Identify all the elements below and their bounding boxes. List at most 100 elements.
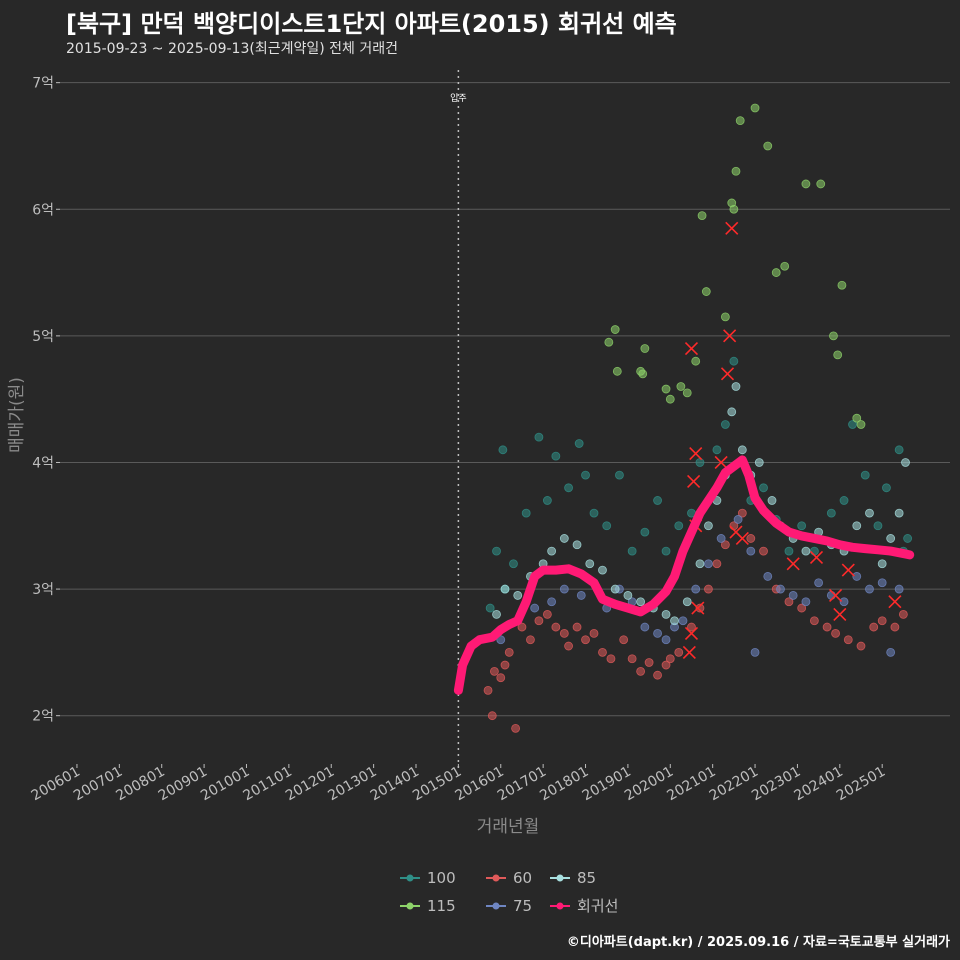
point-60: [665, 654, 675, 664]
chart-title: [북구] 만덕 백양디이스트1단지 아파트(2015) 회귀선 예측: [66, 10, 677, 38]
legend-key-dot: [406, 874, 414, 882]
point-85: [500, 584, 510, 594]
point-115: [665, 394, 675, 404]
point-60: [797, 603, 807, 613]
deal-marker: [682, 645, 696, 659]
point-60: [661, 660, 671, 670]
point-60: [581, 635, 590, 645]
point-85: [737, 445, 747, 455]
legend-key-dot: [492, 902, 500, 910]
deal-marker-stroke: [714, 455, 728, 470]
point-85: [585, 559, 595, 569]
deal-marker: [691, 601, 705, 615]
point-115: [816, 179, 826, 189]
point-115: [837, 280, 847, 290]
point-60: [511, 723, 520, 733]
deal-marker: [735, 531, 749, 546]
move-in-marker: 입주: [450, 70, 467, 770]
point-115: [735, 116, 745, 126]
deal-marker: [720, 367, 735, 381]
point-85: [801, 546, 811, 556]
point-85: [894, 508, 904, 518]
point-60: [831, 628, 840, 638]
legend-label: 100: [427, 869, 456, 887]
point-75: [852, 572, 862, 581]
point-75: [704, 559, 713, 569]
point-75: [776, 584, 785, 594]
point-60: [572, 622, 582, 632]
point-60: [746, 534, 756, 543]
point-85: [704, 521, 713, 531]
point-60: [809, 616, 819, 626]
point-60: [856, 641, 866, 651]
y-tick-label: 7억: [32, 76, 54, 92]
deal-marker: [723, 329, 737, 343]
deal-marker: [833, 607, 847, 621]
deal-marker-stroke: [723, 329, 737, 343]
point-75: [839, 597, 849, 607]
point-60: [822, 622, 832, 632]
deal-marker: [689, 447, 703, 461]
point-85: [636, 597, 646, 607]
point-60: [674, 647, 684, 657]
point-60: [589, 628, 599, 638]
point-115: [604, 337, 614, 347]
point-75: [661, 635, 671, 645]
point-100: [809, 546, 819, 556]
regression-path: [453, 455, 915, 695]
point-100: [873, 521, 883, 531]
point-60: [551, 622, 561, 632]
point-115: [763, 141, 773, 151]
point-115: [682, 388, 692, 398]
point-115: [856, 420, 866, 429]
point-85: [610, 584, 620, 594]
point-75: [763, 572, 773, 581]
legend-label: 회귀선: [577, 897, 618, 915]
legend-item-115: 115: [400, 897, 456, 915]
point-100: [720, 420, 730, 429]
point-85: [877, 559, 887, 569]
legend-key-dot: [492, 874, 500, 882]
point-85: [901, 458, 910, 467]
point-60: [487, 711, 497, 721]
point-75: [801, 597, 811, 607]
point-85: [513, 591, 523, 600]
y-axis-ticks: 2억 3억 4억 5억 6억 7억: [32, 76, 60, 725]
point-115: [612, 366, 622, 376]
point-60: [890, 622, 900, 632]
point-75: [886, 647, 896, 657]
point-85: [623, 591, 633, 600]
deal-marker: [687, 474, 701, 489]
deal-marker: [684, 626, 699, 640]
point-100: [602, 521, 612, 531]
point-100: [653, 496, 662, 505]
y-tick-label: 4억: [32, 455, 54, 471]
deal-marker-stroke: [841, 563, 855, 577]
point-60: [695, 603, 705, 613]
deal-marker-stroke: [689, 447, 703, 461]
deal-marker-stroke: [725, 221, 739, 235]
y-tick-label: 6억: [32, 202, 54, 218]
point-100: [581, 470, 590, 480]
point-100: [492, 546, 501, 556]
point-115: [697, 211, 707, 220]
deal-marker: [809, 550, 824, 564]
point-100: [759, 483, 768, 493]
point-85: [682, 597, 692, 607]
point-115: [676, 382, 686, 391]
y-tick-label: 3억: [32, 582, 54, 598]
scatter-points: [483, 103, 913, 733]
point-100: [521, 508, 531, 518]
point-100: [485, 603, 495, 613]
point-60: [712, 559, 722, 569]
point-100: [564, 483, 573, 493]
legend-label: 85: [577, 869, 596, 887]
point-100: [882, 483, 891, 493]
point-85: [559, 534, 569, 543]
x-tick-label: 202501: [834, 764, 888, 805]
point-100: [784, 546, 794, 556]
point-60: [627, 654, 637, 664]
point-75: [678, 616, 688, 626]
point-60: [644, 658, 654, 667]
point-115: [729, 204, 739, 214]
